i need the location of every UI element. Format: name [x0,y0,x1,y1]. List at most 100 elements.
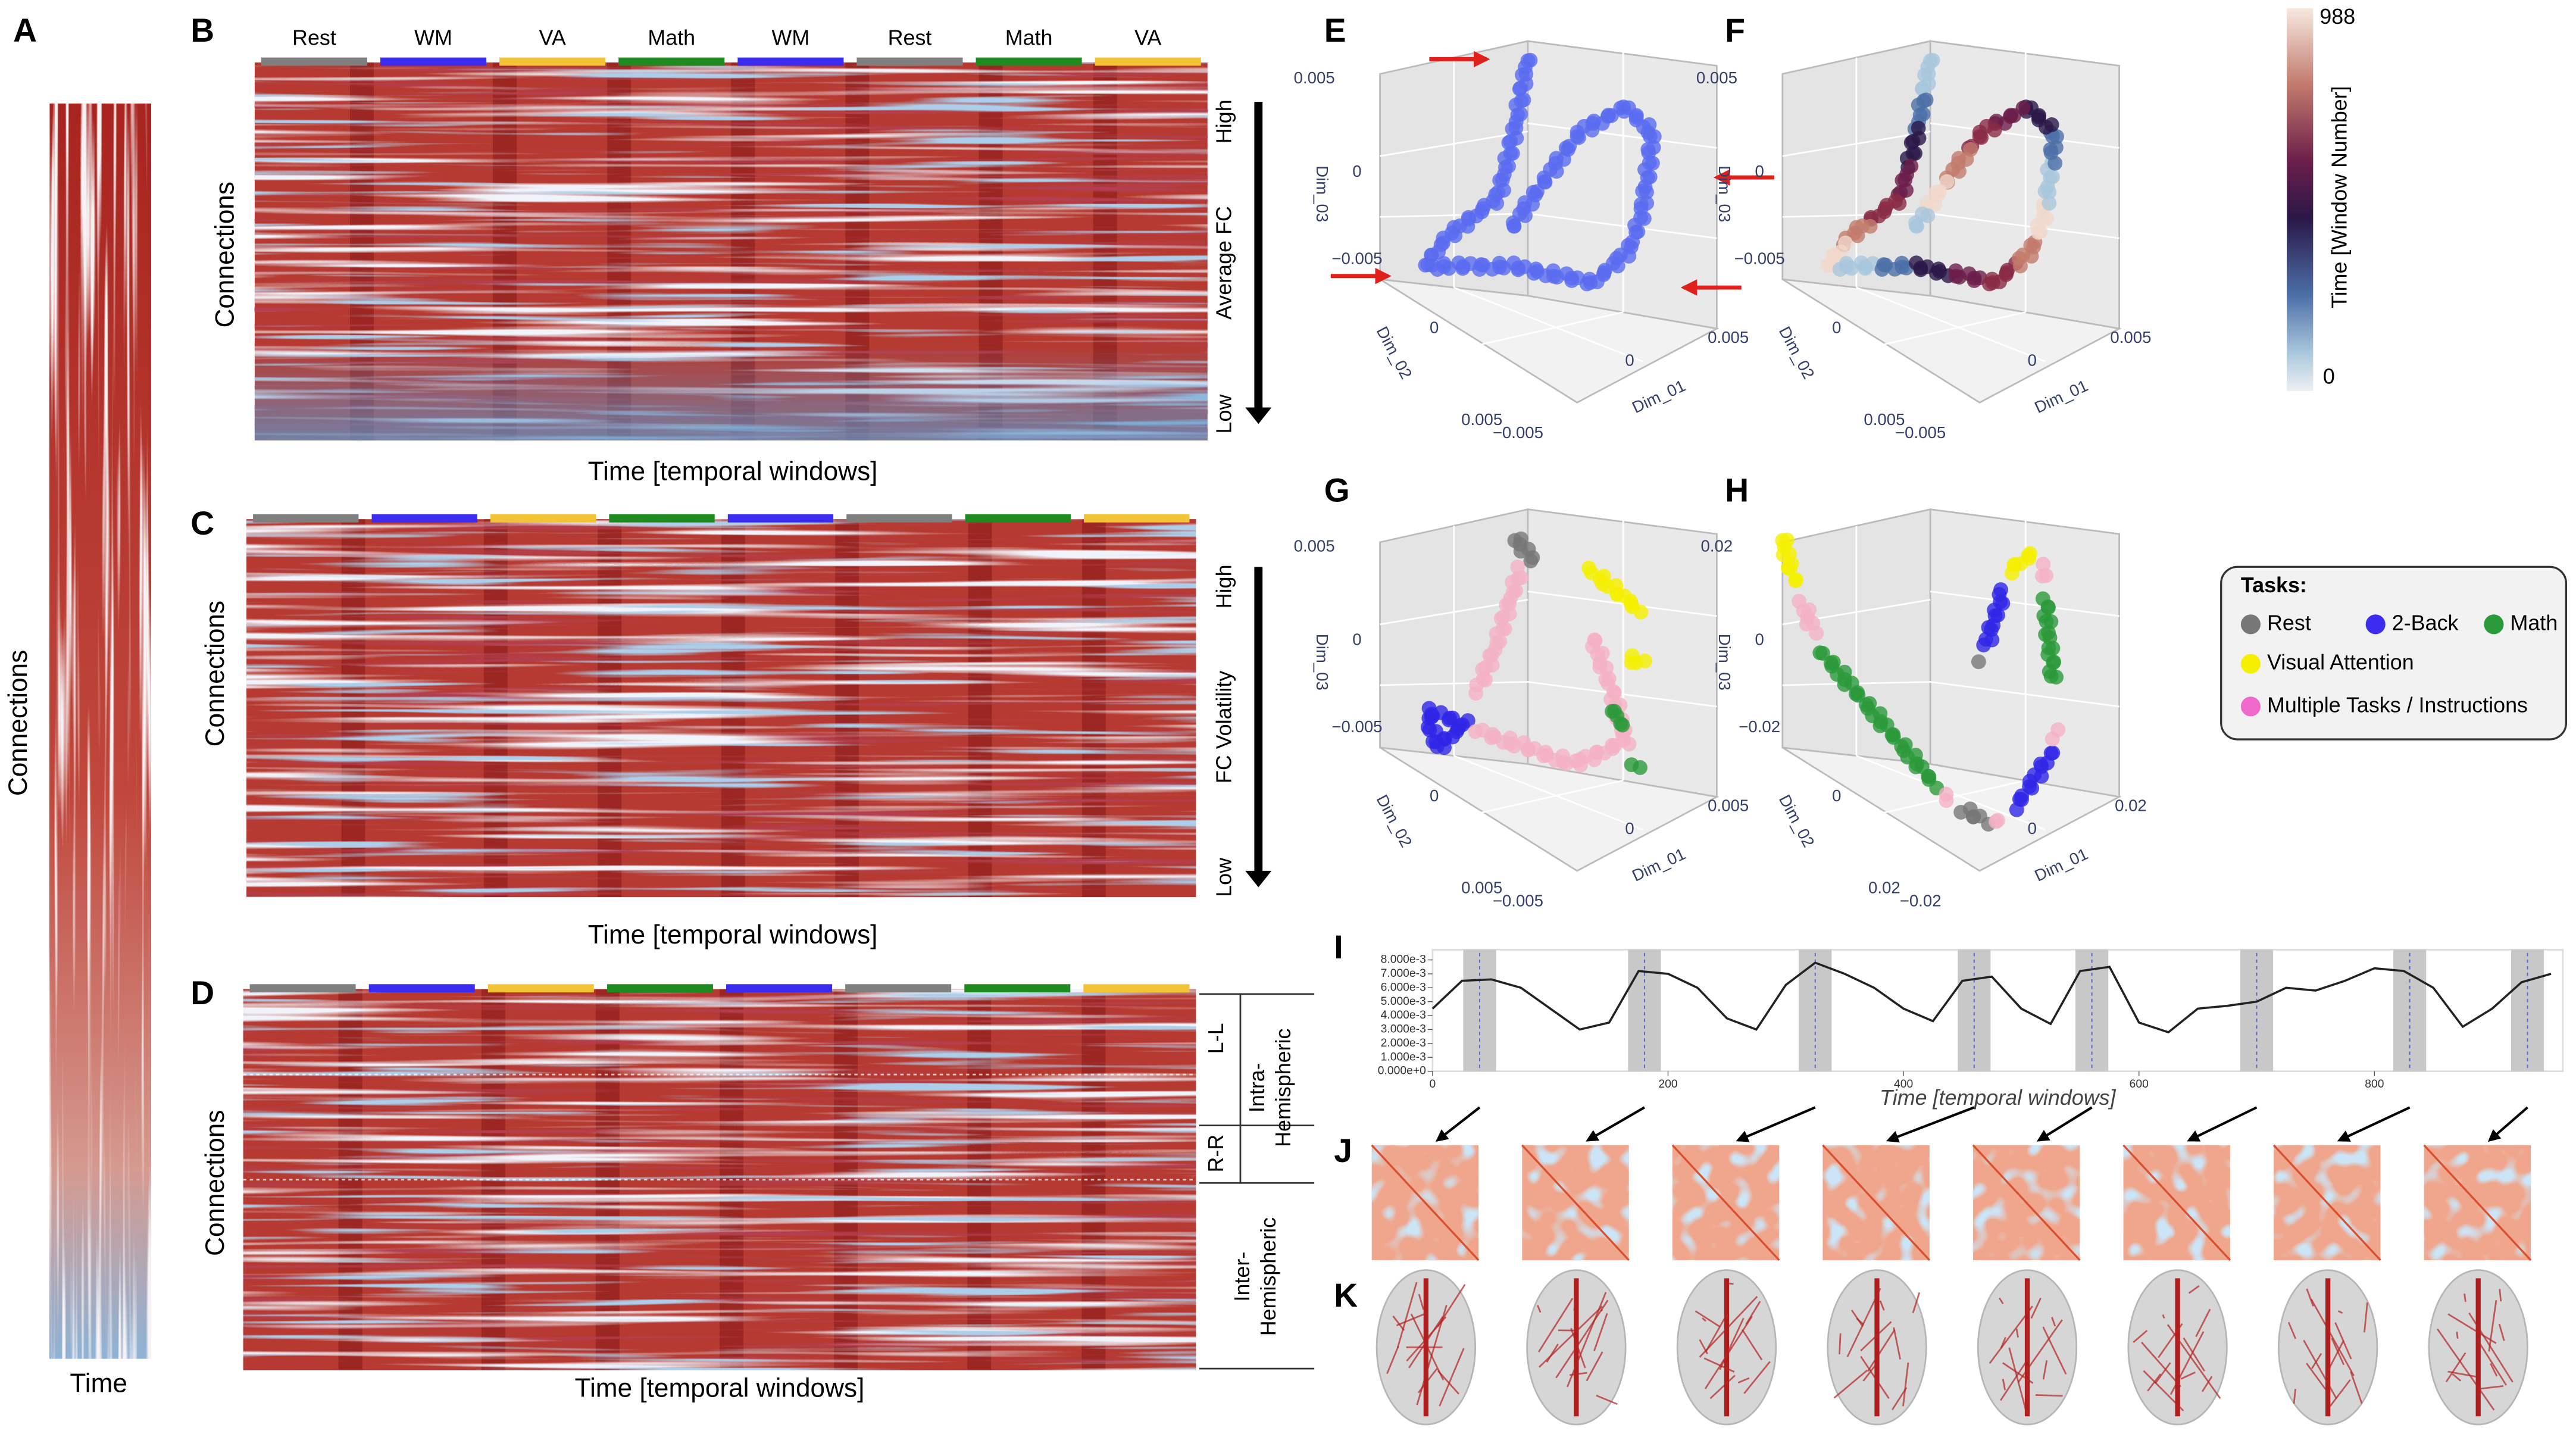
matrix-diag [1521,1144,1630,1261]
label: FC Volatility [1212,671,1236,783]
task-bar [487,984,594,993]
brain-edge [2293,1389,2297,1404]
brain-edge [1573,1297,1578,1311]
task-bar [371,514,477,523]
point [2022,546,2037,561]
task-bar [727,514,834,523]
brain-edge [2477,1385,2503,1390]
tick-label: 0 [2028,351,2037,370]
point [1613,716,1628,732]
brain-edge [2447,1370,2477,1378]
task-bar [249,984,356,993]
label: Time [Window Number] [2328,86,2352,308]
brain-edge [1912,1292,1921,1313]
brain-edge [2201,1376,2213,1392]
label: WM [771,26,809,50]
brain-edge [1727,1282,1734,1285]
point [2050,722,2066,738]
tick-label: 0 [1832,318,1841,336]
point [1972,129,1987,144]
arrow [1886,1106,1975,1143]
brain-edge [2306,1363,2330,1395]
brain-edge [2002,1379,2006,1391]
brain-edge [1396,1282,1418,1348]
point [1506,218,1522,234]
label: Connections [201,601,230,746]
tick-label: −0.02 [1900,892,1942,910]
tick-label: 0.02 [1701,536,1733,555]
brain-edge [1860,1321,1892,1352]
tick-label: 0 [1352,630,1361,649]
x-tick-label: 800 [2365,1078,2384,1091]
task-bar [490,514,596,523]
brain-edge [2326,1340,2344,1374]
legend-swatch [2240,614,2261,635]
task-bar [1084,514,1190,523]
tick-label: −0.005 [1493,892,1543,910]
highlight [2240,949,2274,1071]
label: Low [1212,858,1236,897]
arrow [1736,1106,1816,1142]
heatmap-fade [254,62,1208,441]
brain-edge [1546,1344,1559,1363]
task-bar [976,57,1082,66]
brain-edge [1702,1317,1706,1322]
matrix-diag [2423,1144,2532,1261]
brain-edge [2468,1312,2514,1383]
x-tick-label: 400 [1894,1078,1913,1091]
label: Connections [211,182,240,327]
label: R-R [1204,1135,1228,1173]
label: Rest [888,26,932,50]
brain-edge [1705,1314,1727,1352]
task-bar [845,984,952,993]
brain-edge [1989,1305,2033,1364]
point [1587,633,1603,648]
brain-edge [1536,1305,1542,1313]
brain-edge [2162,1314,2165,1319]
brain-edge [2000,1362,2027,1401]
tick-label: −0.005 [1493,423,1543,442]
label: Intra- [1245,1063,1269,1113]
task-bar [1083,984,1190,993]
point [1468,686,1483,701]
colorbar-min: 0 [2323,364,2335,388]
task-bar [1095,57,1201,66]
legend-label: Math [2511,611,2558,635]
point [1990,813,2005,828]
brain-edge [1437,1284,1466,1327]
panel-letter: C [190,505,214,542]
y-tick-label: 0.000e+0 [1378,1065,1426,1077]
tick-label: 0 [1625,819,1634,838]
brain-edge [1879,1300,1885,1311]
y-tick-label: 3.000e-3 [1381,1023,1426,1036]
brain-edge [1737,1377,1750,1384]
brain-edge [2147,1373,2162,1392]
arrow [2337,1106,2411,1142]
task-bar [965,514,1071,523]
panel-letter: G [1324,472,1350,509]
brain-edge [2464,1293,2466,1302]
brain-edge [2143,1370,2184,1411]
point [1633,760,1647,775]
y-tick-label: 4.000e-3 [1381,1009,1426,1021]
brain-edge [1392,1316,1405,1331]
x-tick-label: 600 [2130,1078,2149,1091]
brain-edge [2488,1300,2497,1352]
brain-edge [1892,1387,1908,1410]
brain-edge [2015,1328,2019,1338]
point [2034,568,2050,584]
highlight [1628,949,1661,1071]
label: VA [1134,26,1161,50]
task-bar [607,984,713,993]
y-tick-label: 7.000e-3 [1381,967,1426,980]
point [1646,140,1661,155]
brain-edge [2306,1288,2314,1307]
label: Math [1005,26,1053,50]
floor [1379,746,1720,872]
x-tick-label: 200 [1658,1078,1677,1091]
brain-edge [1893,1327,1901,1360]
tick-label: 0 [1832,786,1841,805]
brain-edge [2499,1289,2502,1302]
